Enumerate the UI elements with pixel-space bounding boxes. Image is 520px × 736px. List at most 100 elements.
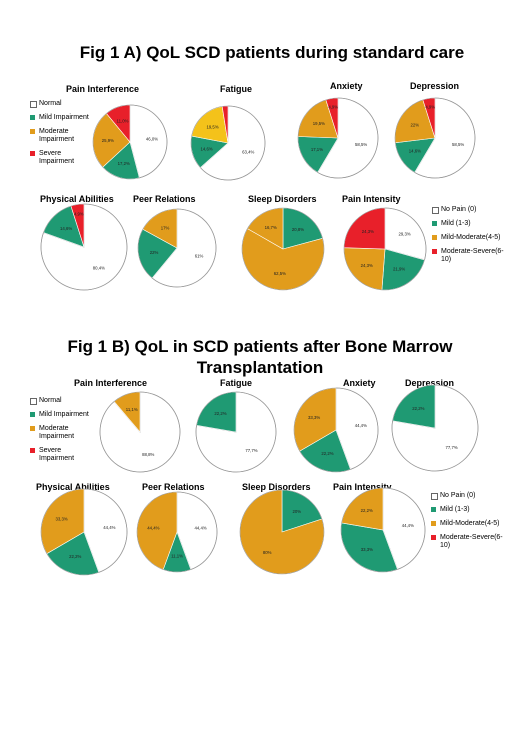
pie-title-a-pain-intensity: Pain Intensity <box>342 194 401 204</box>
pie-chart-a-sleep-disorders: 20,8% 62,5% 16,7% <box>241 207 325 291</box>
legend-swatch <box>30 115 35 120</box>
pie-outline-a-fatigue <box>190 105 266 181</box>
pie-title-b-pain-intensity: Pain Intensity <box>333 482 392 492</box>
legend-item: Moderate Impairment <box>30 128 94 144</box>
pie-chart-a-physical-abilities: 80,4% 14,6% 4,9% <box>40 203 128 291</box>
pie-data-label-a-pain-interference-2: 25,9% <box>102 138 114 143</box>
figure-a-title: Fig 1 A) QoL SCD patients during standar… <box>79 43 465 62</box>
pie-data-label-b-physical-abilities-2: 33,3% <box>56 517 68 522</box>
pie-data-label-b-peer-relations-0: 44,4% <box>195 525 207 530</box>
legend-label: Normal <box>39 397 62 404</box>
pie-data-label-a-pain-interference-0: 46,0% <box>146 137 158 142</box>
pie-outline-a-physical-abilities <box>40 203 128 291</box>
pie-title-b-anxiety: Anxiety <box>343 378 376 388</box>
legend-label: Moderate Impairment <box>39 425 75 440</box>
legend-item: Mild Impairment <box>30 114 94 122</box>
pie-chart-b-physical-abilities: 44,4% 22,2% 33,3% <box>40 488 128 576</box>
pie-data-label-a-fatigue-2: 19,5% <box>206 125 218 130</box>
pie-slice-a-pain-intensity-2 <box>343 247 386 291</box>
legend-swatch <box>432 235 437 240</box>
legend-label: Severe Impairment <box>39 447 75 462</box>
pie-data-label-a-anxiety-0: 58,5% <box>355 142 367 147</box>
legend-item: No Pain (0) <box>432 206 508 214</box>
pie-data-label-a-anxiety-2: 19,5% <box>313 121 325 126</box>
pie-outline-a-pain-intensity <box>343 207 427 291</box>
pie-data-label-b-fatigue-0: 77,7% <box>245 448 257 453</box>
pie-data-label-a-physical-abilities-2: 4,9% <box>74 211 84 216</box>
legend-swatch <box>30 101 37 108</box>
pie-data-label-b-anxiety-2: 33,3% <box>308 415 320 420</box>
pie-title-b-physical-abilities: Physical Abilities <box>36 482 110 492</box>
pie-data-label-a-pain-interference-1: 17,2% <box>118 161 130 166</box>
legend-item: No Pain (0) <box>431 492 507 500</box>
pie-data-label-b-fatigue-1: 22,2% <box>214 411 226 416</box>
pie-data-label-b-anxiety-1: 22,2% <box>321 451 333 456</box>
pie-data-label-a-depression-2: 22% <box>411 123 420 128</box>
legend-label: No Pain (0) <box>440 492 476 499</box>
legend-item: Mild (1-3) <box>432 220 508 228</box>
pie-data-label-b-depression-1: 22,2% <box>412 406 424 411</box>
pie-title-b-fatigue: Fatigue <box>220 378 253 388</box>
pie-title-a-pain-interference: Pain Interference <box>66 84 140 94</box>
pie-title-a-physical-abilities: Physical Abilities <box>40 194 114 204</box>
pie-chart-b-anxiety: 44,4% 22,2% 33,3% <box>293 387 379 473</box>
pie-outline-a-peer-relations <box>137 208 217 288</box>
legend-item: Normal <box>30 397 94 405</box>
legend-swatch <box>432 249 437 254</box>
legend-pain-b: No Pain (0) Mild (1-3) Mild-Moderate(4-5) M… <box>431 492 507 556</box>
pie-outline-b-peer-relations <box>136 491 218 573</box>
legend-item: Severe Impairment <box>30 447 94 463</box>
pie-data-label-a-sleep-disorders-0: 20,8% <box>292 227 304 232</box>
pie-data-label-a-pain-intensity-3: 24,3% <box>362 229 374 234</box>
pie-data-label-a-fatigue-1: 14,6% <box>201 146 213 151</box>
pie-chart-b-sleep-disorders: 20% 80% <box>239 489 325 575</box>
legend-label: Severe Impairment <box>39 150 75 165</box>
legend-label: Mild-Moderate(4-5) <box>440 520 500 527</box>
pie-outline-b-pain-intensity <box>340 487 426 573</box>
pie-data-label-b-peer-relations-1: 11,1% <box>171 554 183 559</box>
legend-label: No Pain (0) <box>441 206 477 213</box>
legend-swatch <box>431 493 438 500</box>
pie-title-a-fatigue: Fatigue <box>220 84 253 94</box>
pie-data-label-a-depression-1: 14,6% <box>409 149 421 154</box>
pie-data-label-b-sleep-disorders-1: 80% <box>263 550 272 555</box>
pie-title-b-peer-relations: Peer Relations <box>142 482 205 492</box>
pie-chart-b-peer-relations: 44,4% 11,1% 44,4% <box>136 491 218 573</box>
pie-outline-b-anxiety <box>293 387 379 473</box>
pie-chart-a-depression: 58,5% 14,6% 22% 4,9% <box>394 97 476 179</box>
figure-b-title-line2: Transplantation <box>196 358 324 377</box>
pie-outline-b-fatigue <box>195 391 277 473</box>
pie-outline-b-physical-abilities <box>40 488 128 576</box>
pie-chart-b-pain-interference: 88,8% 11,1% <box>99 391 181 473</box>
pie-chart-a-peer-relations: 61% 22% 17% <box>137 208 217 288</box>
pie-chart-b-depression: 77,7% 22,2% <box>391 384 479 472</box>
legend-item: Mild (1-3) <box>431 506 507 514</box>
legend-swatch <box>30 398 37 405</box>
pie-data-label-a-anxiety-1: 17,1% <box>311 147 323 152</box>
legend-item: Normal <box>30 100 94 108</box>
pie-data-label-a-physical-abilities-0: 80,4% <box>93 266 105 271</box>
legend-item: Moderate-Severe(6-10) <box>431 534 507 550</box>
pie-title-a-sleep-disorders: Sleep Disorders <box>248 194 317 204</box>
pie-title-b-depression: Depression <box>405 378 455 388</box>
pie-chart-b-fatigue: 77,7% 22,2% <box>195 391 277 473</box>
pie-data-label-b-pain-interference-0: 88,8% <box>142 452 154 457</box>
pie-title-a-peer-relations: Peer Relations <box>133 194 196 204</box>
legend-swatch <box>431 535 436 540</box>
legend-swatch <box>432 221 437 226</box>
pie-title-b-pain-interference: Pain Interference <box>74 378 148 388</box>
legend-label: Moderate Impairment <box>39 128 75 143</box>
pie-title-a-depression: Depression <box>410 81 460 91</box>
pie-outline-b-pain-interference <box>99 391 181 473</box>
legend-item: Mild-Moderate(4-5) <box>432 234 508 242</box>
pie-outline-a-anxiety <box>297 97 379 179</box>
pie-data-label-b-pain-intensity-0: 44,4% <box>402 523 414 528</box>
legend-label: Mild (1-3) <box>441 220 471 227</box>
pie-data-label-a-depression-0: 58,5% <box>452 142 464 147</box>
pie-data-label-a-pain-intensity-0: 29,3% <box>398 232 410 237</box>
legend-swatch <box>431 507 436 512</box>
pie-data-label-a-sleep-disorders-1: 62,5% <box>274 271 286 276</box>
legend-swatch <box>30 448 35 453</box>
pie-chart-a-pain-intensity: 29,3% 21,9% 24,3% 24,3% <box>343 207 427 291</box>
legend-swatch <box>30 151 35 156</box>
